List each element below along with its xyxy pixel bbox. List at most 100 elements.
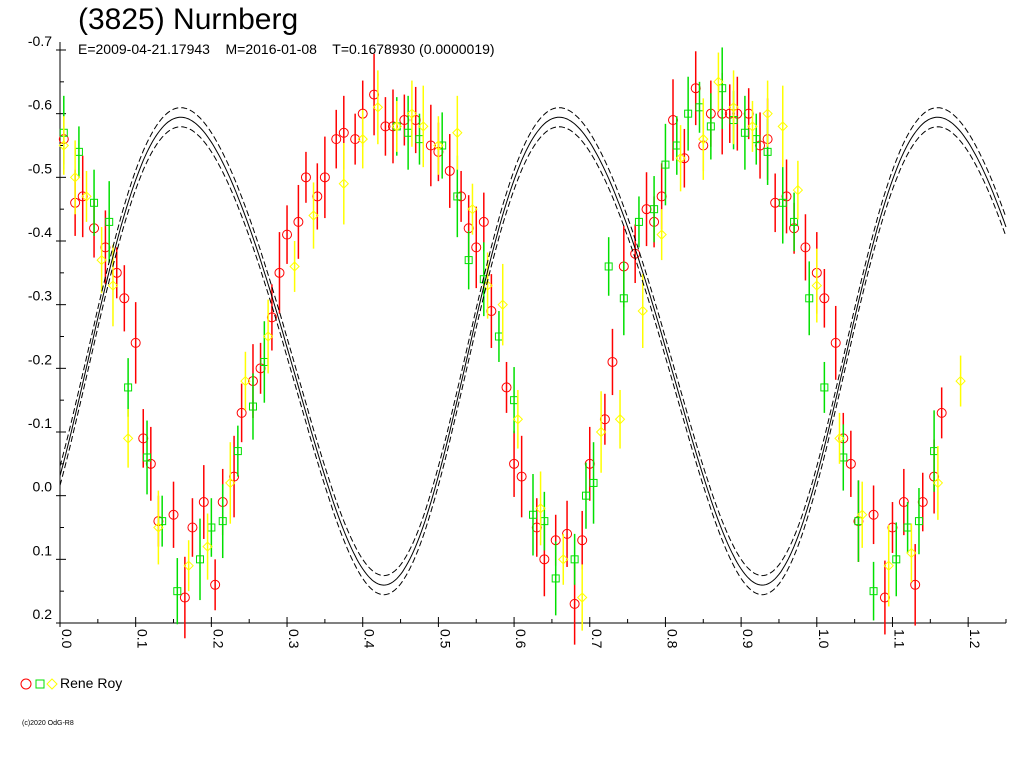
data-point-diamond: [240, 375, 251, 387]
data-point-square: [634, 217, 643, 226]
data-point-square: [233, 447, 242, 456]
data-point-circle: [338, 127, 349, 138]
data-point-circle: [380, 121, 391, 132]
data-point-diamond: [418, 121, 429, 132]
y-tick-label: -0.1: [28, 415, 52, 431]
y-tick-label: -0.7: [28, 33, 52, 49]
data-point-square: [570, 555, 579, 564]
x-tick-label: 0.5: [437, 629, 453, 649]
data-point-diamond: [614, 414, 626, 425]
y-tick-label: 0.1: [33, 542, 53, 558]
data-point-diamond: [433, 140, 444, 151]
data-point-circle: [210, 579, 221, 590]
data-point-diamond: [857, 509, 868, 520]
fit-curve: [59, 116, 1007, 586]
data-point-diamond: [535, 503, 546, 514]
data-point-diamond: [289, 261, 300, 272]
data-point-diamond: [452, 127, 463, 138]
x-tick-label: 0.0: [59, 629, 75, 649]
data-point-diamond: [58, 140, 69, 151]
data-point-square: [805, 294, 814, 303]
data-point-square: [464, 256, 473, 265]
data-point-circle: [830, 337, 841, 348]
data-point-square: [105, 217, 114, 226]
data-point-diamond: [497, 299, 508, 310]
legend-markers: [20, 678, 58, 690]
data-point-circle: [569, 598, 580, 609]
data-point-square: [173, 587, 182, 596]
data-point-diamond: [955, 375, 966, 387]
data-point-diamond: [656, 229, 667, 240]
data-point-square: [248, 402, 257, 411]
data-point-square: [661, 160, 670, 169]
data-point-diamond: [713, 76, 724, 88]
x-tick-label: 1.0: [816, 629, 832, 649]
chart-subtitle: E=2009-04-21.17943 M=2016-01-08 T=0.1678…: [78, 41, 495, 57]
data-point-diamond: [637, 305, 648, 317]
x-tick-label: 1.1: [891, 629, 907, 649]
x-tick-label: 0.1: [135, 629, 151, 649]
data-point-diamond: [777, 121, 788, 132]
data-point-circle: [819, 293, 830, 304]
data-point-circle: [509, 458, 520, 469]
data-point-square: [218, 517, 227, 526]
data-point-square: [529, 510, 537, 519]
data-point-circle: [282, 229, 293, 240]
data-point-square: [763, 147, 772, 156]
data-point-diamond: [747, 121, 758, 132]
data-point-diamond: [183, 560, 194, 571]
data-point-diamond: [107, 280, 119, 291]
data-point-circle: [800, 242, 811, 253]
x-tick-label: 0.9: [740, 629, 756, 649]
data-point-square: [790, 217, 799, 226]
data-point-diamond: [357, 133, 368, 145]
legend-label: Rene Roy: [60, 675, 123, 691]
data-point-square: [650, 205, 659, 214]
data-point-square: [914, 517, 923, 526]
legend-circle-marker: [20, 678, 32, 690]
data-point-diamond: [906, 547, 917, 559]
data-point-diamond: [262, 331, 274, 342]
data-point-square: [453, 192, 462, 201]
data-point-circle: [501, 382, 512, 393]
x-tick-label: 0.3: [286, 629, 302, 649]
data-point-circle: [130, 337, 141, 348]
data-point-circle: [425, 140, 436, 151]
data-point-square: [551, 574, 560, 583]
data-point-circle: [179, 592, 190, 603]
data-point-square: [869, 587, 878, 596]
data-point-square: [892, 555, 901, 564]
data-point-diamond: [81, 191, 92, 202]
data-point-square: [778, 198, 787, 207]
data-point-diamond: [391, 121, 402, 132]
data-point-diamond: [558, 554, 569, 565]
data-point-circle: [910, 579, 921, 590]
data-point-circle: [319, 172, 330, 183]
data-point-circle: [198, 497, 209, 508]
x-tick-label: 0.6: [513, 629, 529, 649]
copyright-notice: (c)2020 OdG-R8: [22, 720, 74, 727]
data-point-diamond: [883, 560, 894, 571]
data-point-square: [589, 478, 598, 487]
data-point-diamond: [932, 477, 944, 489]
data-point-square: [124, 383, 133, 392]
data-point-square: [740, 128, 749, 137]
data-point-diamond: [675, 153, 686, 164]
data-point-circle: [936, 407, 947, 418]
chart-title: (3825) Nurnberg: [78, 3, 299, 36]
y-tick-label: 0.0: [33, 479, 53, 495]
data-point-circle: [577, 535, 588, 546]
data-point-square: [706, 122, 715, 131]
data-point-square: [619, 294, 628, 303]
fit-curve-lower-bound: [59, 126, 1007, 596]
y-tick-label: -0.6: [28, 97, 52, 113]
data-point-circle: [187, 522, 198, 533]
data-point-circle: [845, 458, 856, 469]
data-point-diamond: [96, 254, 107, 266]
data-point-square: [90, 198, 99, 207]
data-point-square: [196, 555, 205, 564]
legend-square-marker: [35, 679, 45, 689]
data-point-diamond: [202, 541, 213, 552]
data-point-diamond: [792, 184, 804, 196]
